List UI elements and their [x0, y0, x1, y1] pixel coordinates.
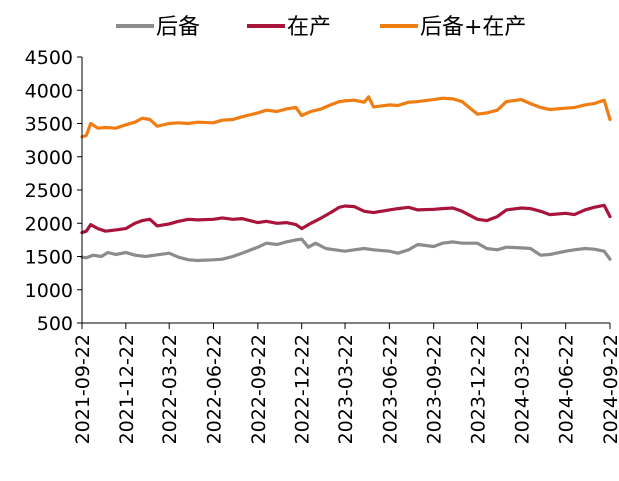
x-tick-label: 2022-06-22 — [204, 334, 226, 444]
series-line-1 — [80, 237, 612, 263]
x-tick-label: 2023-09-22 — [424, 334, 446, 444]
y-tick-label: 500 — [37, 313, 73, 335]
x-tick-label: 2021-12-22 — [116, 334, 138, 444]
x-tick-label: 2024-09-22 — [600, 334, 619, 444]
series-line-2 — [80, 203, 612, 235]
chart-axes: 500 1000 1500 2000 2500 3000 3500 4000 4500 2021-… — [25, 47, 619, 444]
y-tick-label: 1500 — [25, 247, 73, 269]
y-tick-label: 2500 — [25, 180, 73, 202]
x-tick-label: 2024-03-22 — [511, 334, 533, 444]
x-tick-label: 2022-09-22 — [248, 334, 270, 444]
y-tick-label: 3500 — [25, 114, 73, 136]
x-tick-label: 2024-06-22 — [556, 334, 578, 444]
legend-label: 后备 — [156, 15, 200, 40]
x-tick-label: 2022-12-22 — [292, 334, 314, 444]
y-tick-label: 4000 — [25, 80, 73, 102]
x-tick-label: 2021-09-22 — [72, 334, 94, 444]
chart-legend: 后备 在产 后备+在产 — [116, 15, 526, 40]
y-tick-label: 2000 — [25, 213, 73, 235]
y-tick-label: 3000 — [25, 147, 73, 169]
series-lines — [80, 95, 612, 263]
x-tick-label: 2022-03-22 — [159, 334, 181, 444]
x-tick-label: 2023-03-22 — [335, 334, 357, 444]
y-tick-label: 4500 — [25, 47, 73, 69]
series-line-3 — [80, 95, 612, 139]
legend-label: 后备+在产 — [420, 15, 526, 40]
y-tick-label: 1000 — [25, 280, 73, 302]
x-tick-label: 2023-06-22 — [379, 334, 401, 444]
legend-label: 在产 — [287, 15, 331, 40]
x-tick-label: 2023-12-22 — [468, 334, 490, 444]
